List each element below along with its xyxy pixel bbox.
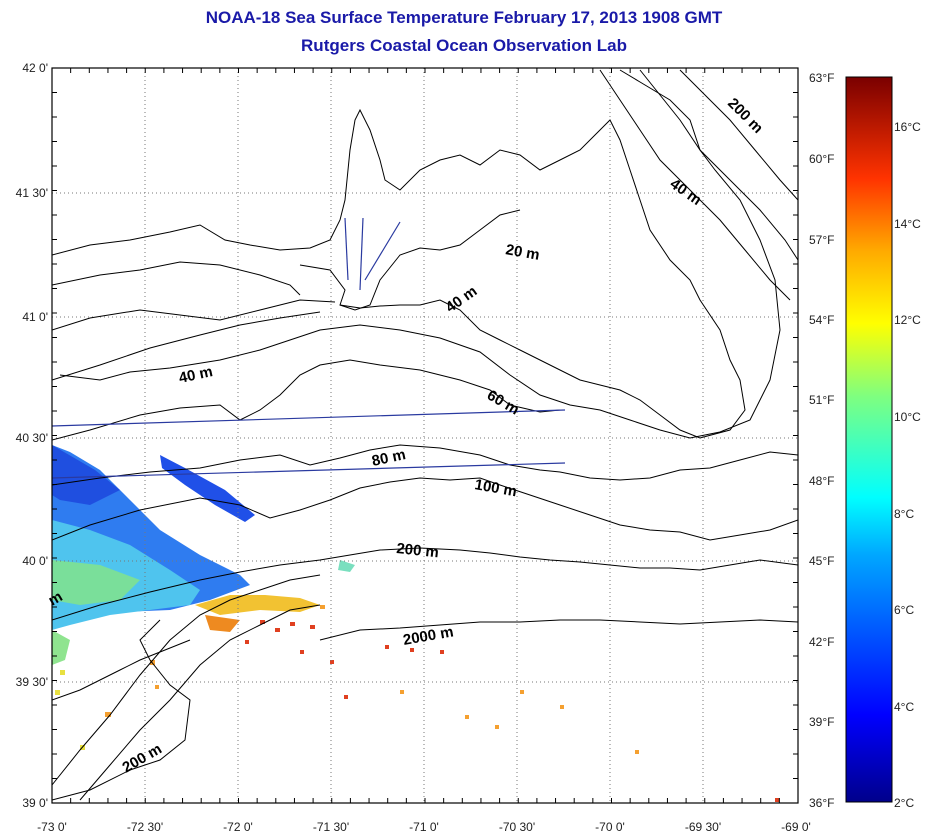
contour-label-200m: 200 m: [396, 540, 440, 561]
fahrenheit-label: 54°F: [809, 313, 834, 327]
lat-label: 41 30': [16, 186, 48, 200]
lon-label: -71 0': [409, 820, 439, 834]
fahrenheit-label: 63°F: [809, 71, 834, 85]
axis-ticks: [51, 67, 799, 804]
latitude-axis: 42 0' 41 30' 41 0' 40 30' 40 0' 39 30' 3…: [16, 61, 48, 810]
contour-label-40m-ne: 40 m: [667, 175, 705, 209]
contour-lines: [52, 69, 798, 801]
colorbar: [845, 76, 893, 803]
contour-label-60m: 60 m: [484, 387, 522, 419]
contour-label-40m-west: 40 m: [177, 363, 214, 387]
celsius-label: 14°C: [894, 217, 921, 231]
celsius-scale: 16°C 14°C 12°C 10°C 8°C 6°C 4°C 2°C: [894, 120, 921, 810]
fahrenheit-label: 42°F: [809, 635, 834, 649]
lat-label: 40 0': [22, 554, 48, 568]
fahrenheit-label: 36°F: [809, 796, 834, 810]
fahrenheit-label: 57°F: [809, 233, 834, 247]
lon-label: -69 0': [781, 820, 811, 834]
map-frame: [51, 67, 799, 804]
celsius-label: 6°C: [894, 603, 914, 617]
lat-label: 40 30': [16, 431, 48, 445]
lon-label: -70 0': [595, 820, 625, 834]
contour-label-20m: 20 m: [504, 241, 541, 264]
contour-label-80m: 80 m: [370, 446, 407, 470]
contour-label-100m: 100 m: [473, 476, 518, 500]
lat-label: 42 0': [22, 61, 48, 75]
fahrenheit-label: 48°F: [809, 474, 834, 488]
lon-label: -72 0': [223, 820, 253, 834]
fahrenheit-scale: 63°F 60°F 57°F 54°F 51°F 48°F 45°F 42°F …: [809, 71, 834, 810]
fahrenheit-label: 39°F: [809, 715, 834, 729]
grid-lines: [52, 68, 798, 803]
celsius-label: 8°C: [894, 507, 914, 521]
map-title: NOAA-18 Sea Surface Temperature February…: [205, 8, 723, 27]
lon-label: -73 0': [37, 820, 67, 834]
fahrenheit-label: 60°F: [809, 152, 834, 166]
lon-label: -71 30': [313, 820, 349, 834]
contour-label-200m-ne: 200 m: [724, 95, 766, 137]
lon-label: -70 30': [499, 820, 535, 834]
contour-label-group: 200 m 40 m 20 m 40 m 40 m 60 m 80 m 100 …: [46, 95, 767, 777]
celsius-label: 4°C: [894, 700, 914, 714]
lat-label: 41 0': [22, 310, 48, 324]
sst-data-layer: [52, 445, 779, 802]
lon-label: -72 30': [127, 820, 163, 834]
lat-label: 39 0': [22, 796, 48, 810]
celsius-label: 16°C: [894, 120, 921, 134]
fahrenheit-label: 45°F: [809, 554, 834, 568]
celsius-label: 2°C: [894, 796, 914, 810]
celsius-label: 10°C: [894, 410, 921, 424]
fahrenheit-label: 51°F: [809, 393, 834, 407]
celsius-label: 12°C: [894, 313, 921, 327]
longitude-axis: -73 0' -72 30' -72 0' -71 30' -71 0' -70…: [37, 820, 811, 834]
map-subtitle: Rutgers Coastal Ocean Observation Lab: [301, 36, 627, 55]
lon-label: -69 30': [685, 820, 721, 834]
lat-label: 39 30': [16, 675, 48, 689]
track-lines: [51, 217, 566, 479]
